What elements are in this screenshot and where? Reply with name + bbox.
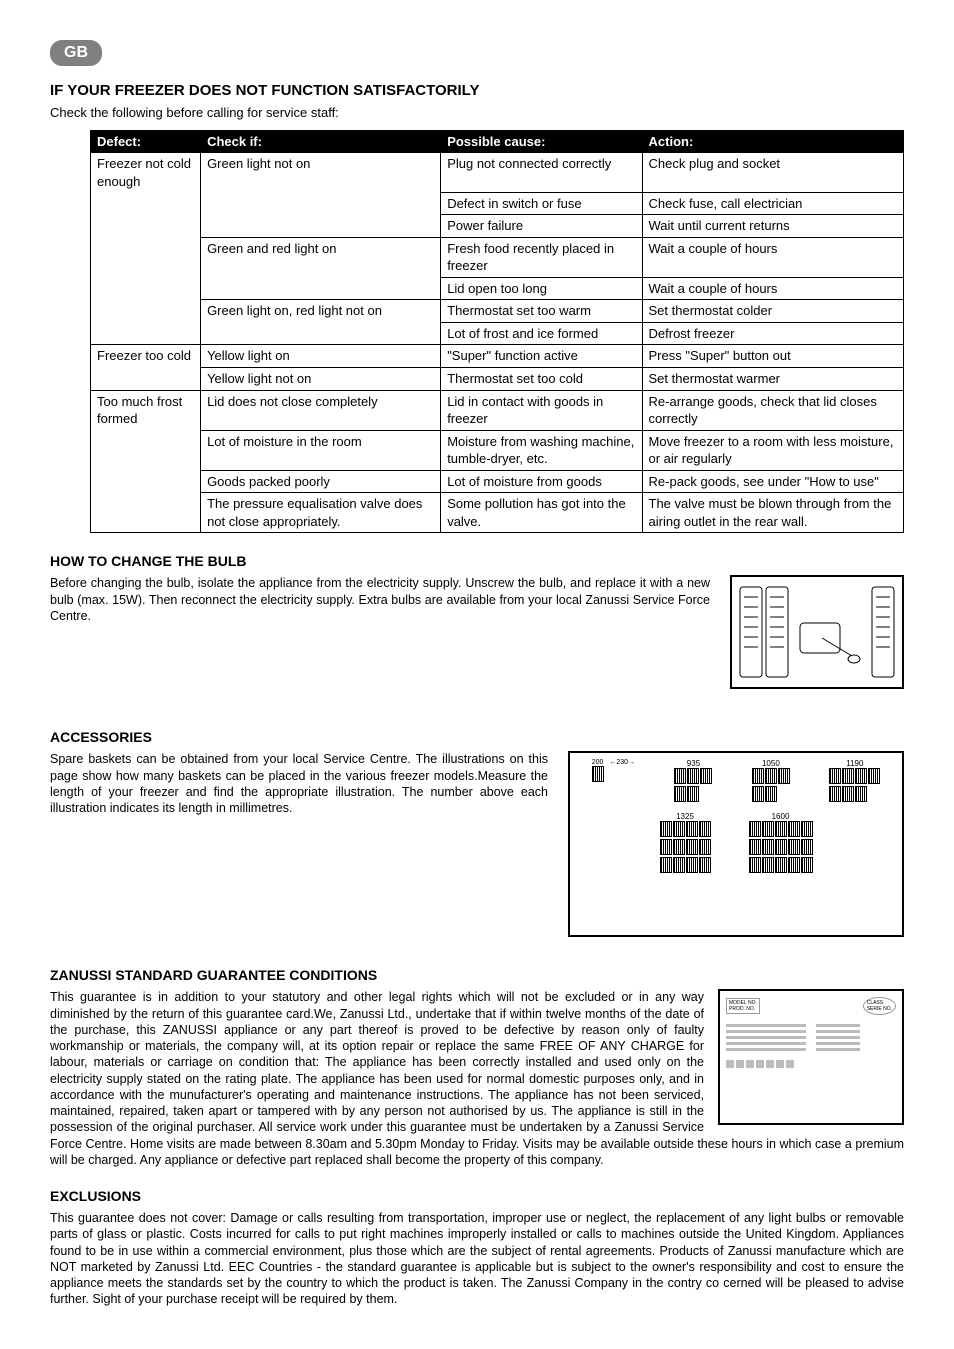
table-body: Freezer not cold enoughGreen light not o… [91, 153, 904, 533]
accessories-heading: ACCESSORIES [50, 729, 904, 745]
page-title: IF YOUR FREEZER DOES NOT FUNCTION SATISF… [50, 82, 904, 99]
table-cell: Too much frost formed [91, 390, 201, 430]
table-cell: Move freezer to a room with less moistur… [642, 430, 903, 470]
table-row: Lot of frost and ice formedDefrost freez… [91, 322, 904, 345]
table-cell: Lid does not close completely [201, 390, 441, 430]
table-cell: Re-arrange goods, check that lid closes … [642, 390, 903, 430]
table-row: Lot of moisture in the roomMoisture from… [91, 430, 904, 470]
table-cell: Green light not on [201, 153, 441, 193]
table-cell [91, 367, 201, 390]
table-cell: Thermostat set too warm [441, 300, 642, 323]
table-cell [201, 215, 441, 238]
table-cell: Thermostat set too cold [441, 367, 642, 390]
table-cell: Goods packed poorly [201, 470, 441, 493]
exclusions-heading: EXCLUSIONS [50, 1188, 904, 1204]
table-cell: Lot of moisture from goods [441, 470, 642, 493]
table-cell: Freezer not cold enough [91, 153, 201, 193]
table-cell [91, 322, 201, 345]
table-cell: Wait a couple of hours [642, 277, 903, 300]
table-cell: Yellow light on [201, 345, 441, 368]
table-cell: Power failure [441, 215, 642, 238]
table-cell: The valve must be blown through from the… [642, 493, 903, 533]
table-cell: Wait until current returns [642, 215, 903, 238]
table-cell: Green light on, red light not on [201, 300, 441, 323]
table-cell: Wait a couple of hours [642, 237, 903, 277]
table-row: Too much frost formedLid does not close … [91, 390, 904, 430]
table-cell [91, 430, 201, 470]
table-cell: Set thermostat warmer [642, 367, 903, 390]
th-defect: Defect: [91, 131, 201, 153]
table-cell: Fresh food recently placed in freezer [441, 237, 642, 277]
table-cell [201, 322, 441, 345]
table-row: Power failureWait until current returns [91, 215, 904, 238]
bulb-text: Before changing the bulb, isolate the ap… [50, 575, 710, 624]
bulb-heading: HOW TO CHANGE THE BULB [50, 553, 904, 569]
exclusions-text: This guarantee does not cover: Damage or… [50, 1210, 904, 1308]
table-cell: Lot of frost and ice formed [441, 322, 642, 345]
table-row: Green and red light onFresh food recentl… [91, 237, 904, 277]
table-cell [201, 192, 441, 215]
table-cell [91, 237, 201, 277]
table-cell: Press "Super" button out [642, 345, 903, 368]
table-cell: Green and red light on [201, 237, 441, 277]
table-cell: Lid open too long [441, 277, 642, 300]
th-check: Check if: [201, 131, 441, 153]
table-cell [91, 300, 201, 323]
table-cell: Yellow light not on [201, 367, 441, 390]
table-cell: Lid in contact with goods in freezer [441, 390, 642, 430]
table-cell: Some pollution has got into the valve. [441, 493, 642, 533]
table-row: Green light on, red light not onThermost… [91, 300, 904, 323]
table-cell: Moisture from washing machine, tumble-dr… [441, 430, 642, 470]
table-cell [201, 277, 441, 300]
table-cell: Re-pack goods, see under "How to use" [642, 470, 903, 493]
rating-card-illustration: MODEL NO. PROD. NO. CLASS SERIE NO. [718, 989, 904, 1125]
table-row: Lid open too longWait a couple of hours [91, 277, 904, 300]
th-action: Action: [642, 131, 903, 153]
table-cell [91, 493, 201, 533]
table-row: The pressure equalisation valve does not… [91, 493, 904, 533]
table-cell: Set thermostat colder [642, 300, 903, 323]
table-cell: Lot of moisture in the room [201, 430, 441, 470]
table-row: Freezer too coldYellow light on"Super" f… [91, 345, 904, 368]
table-cell: "Super" function active [441, 345, 642, 368]
table-cell: Defect in switch or fuse [441, 192, 642, 215]
table-cell: Check fuse, call electrician [642, 192, 903, 215]
table-cell [91, 215, 201, 238]
table-cell: Plug not connected correctly [441, 153, 642, 193]
table-row: Goods packed poorlyLot of moisture from … [91, 470, 904, 493]
accessories-text: Spare baskets can be obtained from your … [50, 751, 548, 816]
table-cell [91, 277, 201, 300]
intro-text: Check the following before calling for s… [50, 105, 904, 120]
table-row: Yellow light not onThermostat set too co… [91, 367, 904, 390]
bulb-illustration [730, 575, 904, 689]
guarantee-heading: ZANUSSI STANDARD GUARANTEE CONDITIONS [50, 967, 904, 983]
table-row: Defect in switch or fuseCheck fuse, call… [91, 192, 904, 215]
table-row: Freezer not cold enoughGreen light not o… [91, 153, 904, 193]
th-cause: Possible cause: [441, 131, 642, 153]
table-cell: The pressure equalisation valve does not… [201, 493, 441, 533]
table-cell: Defrost freezer [642, 322, 903, 345]
baskets-illustration: 200←230→ 935 1050 1190 1325 [568, 751, 904, 937]
country-badge: GB [50, 40, 102, 66]
table-cell [91, 470, 201, 493]
table-cell [91, 192, 201, 215]
table-cell: Check plug and socket [642, 153, 903, 193]
table-cell: Freezer too cold [91, 345, 201, 368]
troubleshooting-table: Defect: Check if: Possible cause: Action… [90, 130, 904, 533]
